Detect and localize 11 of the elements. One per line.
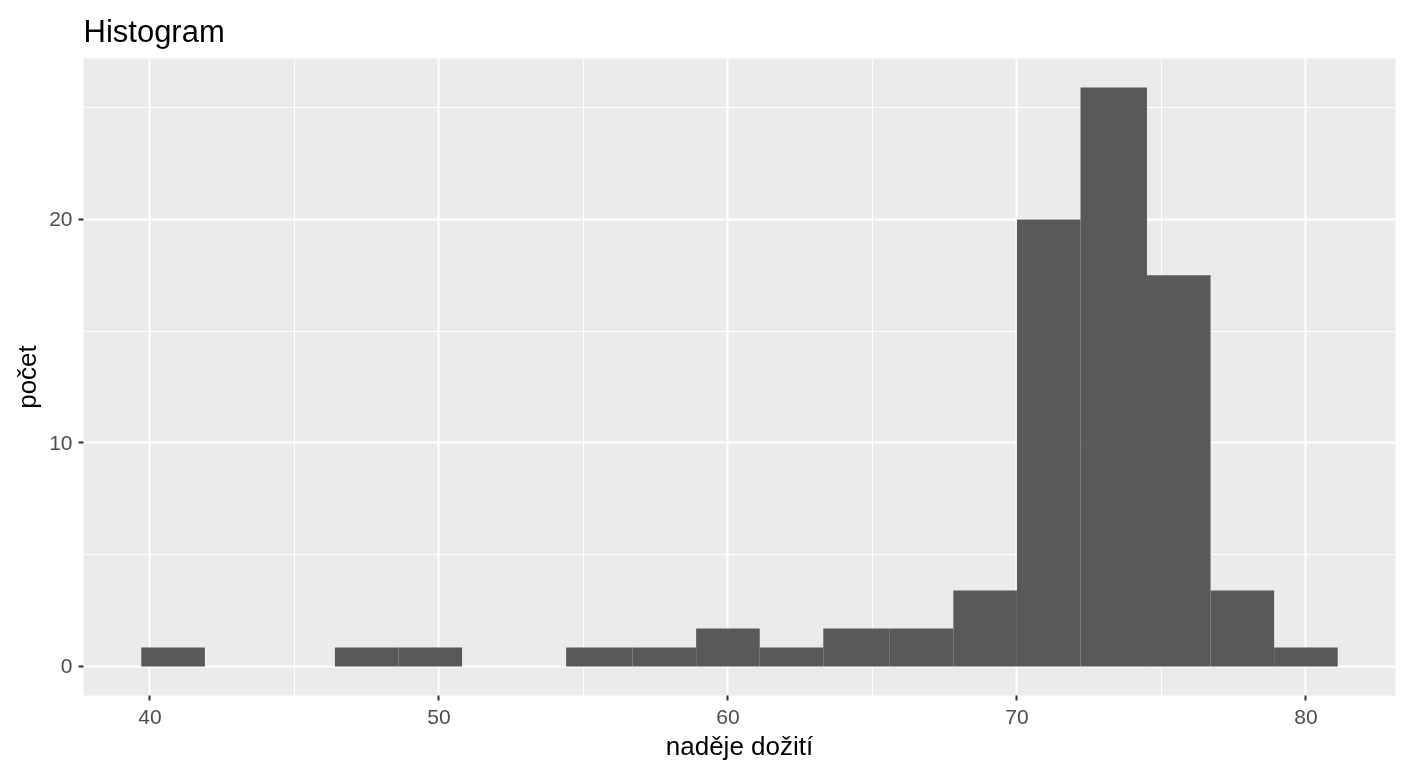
chart-title: Histogram — [83, 14, 225, 49]
y-tick-label: 0 — [60, 654, 73, 678]
x-tick-label: 50 — [427, 704, 451, 728]
y-tick-label: 10 — [49, 430, 73, 454]
y-tick-label: 20 — [49, 207, 73, 231]
x-axis-title: naděje dožití — [665, 730, 814, 761]
x-tick-label: 70 — [1005, 704, 1029, 728]
y-axis-title: počet — [12, 344, 43, 409]
x-tick-label: 40 — [138, 704, 162, 728]
x-tick-label: 80 — [1294, 704, 1318, 728]
x-tick-label: 60 — [716, 704, 740, 728]
